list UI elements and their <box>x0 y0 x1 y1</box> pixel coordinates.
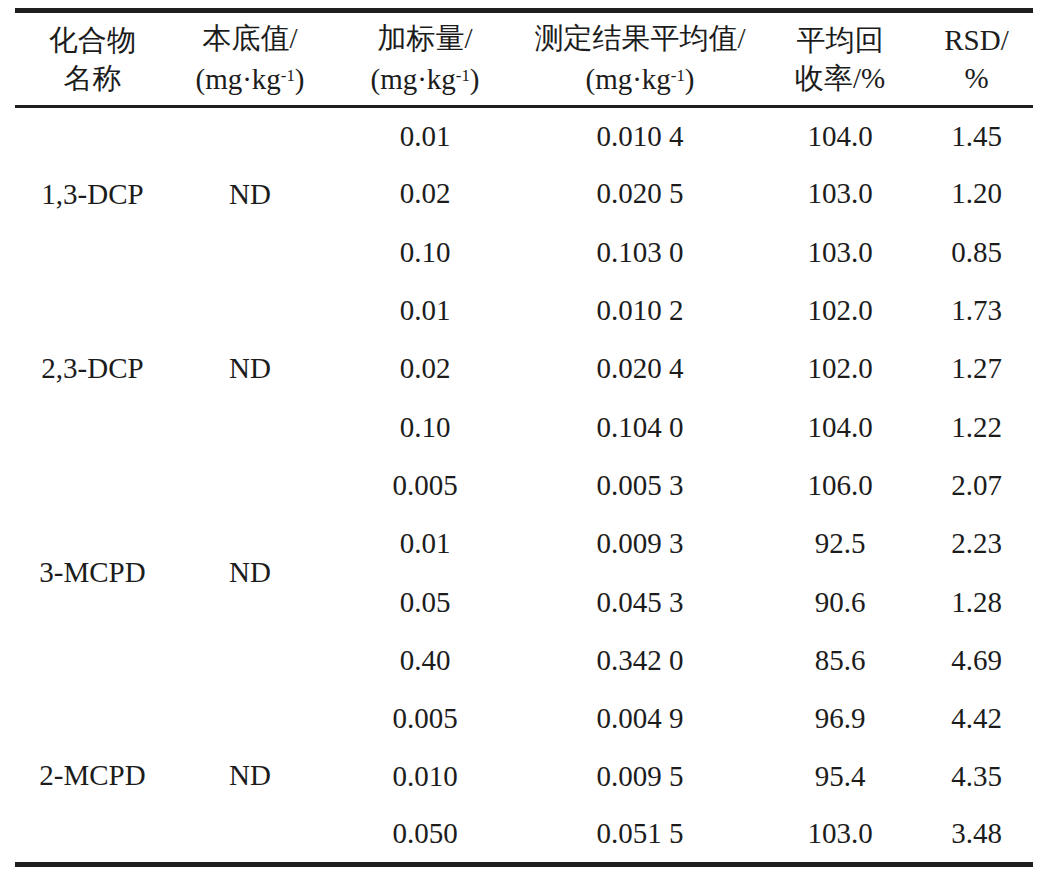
compound-cell: 2-MCPD <box>15 689 170 864</box>
header-row: 化合物 名称 本底值/ (mg·kg-1) 加标量/ (mg·kg-1) 测定结… <box>15 11 1033 107</box>
header-background-unit: (mg·kg-1) <box>170 57 330 98</box>
recovery-cell: 103.0 <box>760 223 920 281</box>
unit-prefix: (mg·kg <box>195 64 280 96</box>
header-recovery: 平均回 收率/% <box>760 11 920 107</box>
spike-cell: 0.02 <box>330 165 520 223</box>
header-spike: 加标量/ (mg·kg-1) <box>330 11 520 107</box>
result-cell: 0.009 5 <box>520 748 760 806</box>
spike-cell: 0.10 <box>330 398 520 456</box>
result-cell: 0.010 2 <box>520 281 760 339</box>
header-spike-line1: 加标量/ <box>330 19 520 57</box>
header-compound-line1: 化合物 <box>15 21 170 59</box>
header-background-line1: 本底值/ <box>170 19 330 57</box>
spike-cell: 0.010 <box>330 748 520 806</box>
header-compound-line2: 名称 <box>15 59 170 97</box>
rsd-cell: 2.23 <box>920 515 1033 573</box>
rsd-cell: 4.69 <box>920 631 1033 689</box>
result-cell: 0.020 4 <box>520 340 760 398</box>
result-cell: 0.005 3 <box>520 456 760 514</box>
unit-prefix: (mg·kg <box>370 64 455 96</box>
rsd-cell: 1.45 <box>920 107 1033 165</box>
spike-cell: 0.01 <box>330 515 520 573</box>
recovery-cell: 102.0 <box>760 281 920 339</box>
header-spike-unit: (mg·kg-1) <box>330 57 520 98</box>
unit-superscript: -1 <box>671 66 685 85</box>
recovery-cell: 106.0 <box>760 456 920 514</box>
recovery-cell: 103.0 <box>760 165 920 223</box>
table-body: 1,3-DCP ND 0.01 0.010 4 104.0 1.45 0.02 … <box>15 107 1033 865</box>
result-cell: 0.104 0 <box>520 398 760 456</box>
header-result-unit: (mg·kg-1) <box>520 57 760 98</box>
unit-prefix: (mg·kg <box>585 64 670 96</box>
result-cell: 0.045 3 <box>520 573 760 631</box>
table-row: 2-MCPD ND 0.005 0.004 9 96.9 4.42 <box>15 689 1033 747</box>
recovery-cell: 92.5 <box>760 515 920 573</box>
compound-cell: 3-MCPD <box>15 456 170 689</box>
table-row: 2,3-DCP ND 0.01 0.010 2 102.0 1.73 <box>15 281 1033 339</box>
recovery-test-table: 化合物 名称 本底值/ (mg·kg-1) 加标量/ (mg·kg-1) 测定结… <box>15 8 1033 867</box>
header-recovery-line2: 收率/% <box>760 59 920 97</box>
rsd-cell: 1.73 <box>920 281 1033 339</box>
result-cell: 0.009 3 <box>520 515 760 573</box>
header-recovery-line1: 平均回 <box>760 21 920 59</box>
result-cell: 0.010 4 <box>520 107 760 165</box>
spike-cell: 0.10 <box>330 223 520 281</box>
header-result-line1: 测定结果平均值/ <box>520 19 760 57</box>
recovery-cell: 96.9 <box>760 689 920 747</box>
recovery-cell: 104.0 <box>760 398 920 456</box>
rsd-cell: 4.35 <box>920 748 1033 806</box>
background-cell: ND <box>170 689 330 864</box>
spike-cell: 0.01 <box>330 281 520 339</box>
spike-cell: 0.40 <box>330 631 520 689</box>
unit-suffix: ) <box>470 64 480 96</box>
rsd-cell: 1.28 <box>920 573 1033 631</box>
unit-suffix: ) <box>295 64 305 96</box>
spike-cell: 0.05 <box>330 573 520 631</box>
result-cell: 0.020 5 <box>520 165 760 223</box>
rsd-cell: 1.20 <box>920 165 1033 223</box>
table-row: 3-MCPD ND 0.005 0.005 3 106.0 2.07 <box>15 456 1033 514</box>
rsd-cell: 3.48 <box>920 806 1033 864</box>
compound-cell: 2,3-DCP <box>15 281 170 456</box>
rsd-cell: 4.42 <box>920 689 1033 747</box>
header-rsd: RSD/ % <box>920 11 1033 107</box>
spike-cell: 0.01 <box>330 107 520 165</box>
unit-superscript: -1 <box>281 66 295 85</box>
paper-table-page: 化合物 名称 本底值/ (mg·kg-1) 加标量/ (mg·kg-1) 测定结… <box>0 0 1049 889</box>
header-rsd-line1: RSD/ <box>920 21 1033 59</box>
recovery-cell: 104.0 <box>760 107 920 165</box>
header-result: 测定结果平均值/ (mg·kg-1) <box>520 11 760 107</box>
rsd-cell: 2.07 <box>920 456 1033 514</box>
table-row: 1,3-DCP ND 0.01 0.010 4 104.0 1.45 <box>15 107 1033 165</box>
spike-cell: 0.050 <box>330 806 520 864</box>
header-compound: 化合物 名称 <box>15 11 170 107</box>
result-cell: 0.051 5 <box>520 806 760 864</box>
result-cell: 0.103 0 <box>520 223 760 281</box>
rsd-cell: 1.27 <box>920 340 1033 398</box>
recovery-cell: 85.6 <box>760 631 920 689</box>
spike-cell: 0.02 <box>330 340 520 398</box>
table-header: 化合物 名称 本底值/ (mg·kg-1) 加标量/ (mg·kg-1) 测定结… <box>15 11 1033 107</box>
rsd-cell: 1.22 <box>920 398 1033 456</box>
result-cell: 0.342 0 <box>520 631 760 689</box>
spike-cell: 0.005 <box>330 456 520 514</box>
rsd-cell: 0.85 <box>920 223 1033 281</box>
recovery-cell: 102.0 <box>760 340 920 398</box>
recovery-cell: 103.0 <box>760 806 920 864</box>
compound-cell: 1,3-DCP <box>15 107 170 282</box>
unit-suffix: ) <box>685 64 695 96</box>
background-cell: ND <box>170 107 330 282</box>
background-cell: ND <box>170 281 330 456</box>
header-background: 本底值/ (mg·kg-1) <box>170 11 330 107</box>
recovery-cell: 95.4 <box>760 748 920 806</box>
background-cell: ND <box>170 456 330 689</box>
recovery-cell: 90.6 <box>760 573 920 631</box>
result-cell: 0.004 9 <box>520 689 760 747</box>
unit-superscript: -1 <box>456 66 470 85</box>
spike-cell: 0.005 <box>330 689 520 747</box>
header-rsd-line2: % <box>920 59 1033 97</box>
